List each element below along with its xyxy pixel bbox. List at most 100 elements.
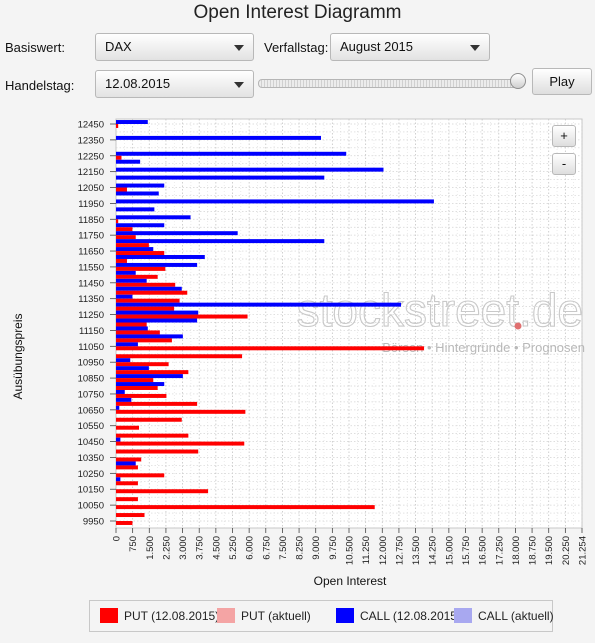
zoom-in-button[interactable]: +: [552, 125, 576, 147]
call-bar: [116, 318, 198, 323]
put-bar: [116, 306, 175, 311]
call-bar: [116, 366, 149, 371]
put-bar: [116, 386, 158, 390]
x-tick-label: 10.500: [345, 536, 356, 565]
x-tick-label: 6.750: [261, 536, 272, 560]
x-tick-label: 14.250: [428, 536, 439, 565]
put-bar: [116, 433, 189, 438]
put-bar: [116, 505, 375, 510]
put-bar: [116, 235, 136, 240]
put-bar: [116, 441, 245, 446]
call-bar: [116, 310, 199, 315]
x-tick-label: 4.500: [211, 536, 222, 560]
watermark-dot: [514, 322, 522, 330]
put-bar: [116, 338, 172, 343]
y-tick-label: 12150: [78, 167, 104, 178]
call-bar: [116, 255, 205, 259]
verfallstag-dropdown[interactable]: August 2015: [330, 33, 490, 61]
put-bar: [116, 298, 180, 303]
y-axis-title: Ausübungspreis: [11, 313, 25, 399]
put-bar: [116, 227, 133, 232]
date-slider-track[interactable]: [258, 79, 520, 88]
y-tick-label: 10650: [78, 405, 104, 416]
call-bar: [116, 389, 125, 394]
y-tick-label: 11350: [78, 294, 104, 305]
call-bar: [116, 342, 138, 347]
x-tick-label: 17.250: [494, 536, 505, 565]
call-bar: [116, 135, 322, 140]
x-tick-label: 8.250: [295, 536, 306, 560]
call-bar: [116, 302, 402, 307]
watermark-brand: stockstreet.de: [297, 284, 583, 336]
put-bar: [116, 266, 166, 271]
put-bar: [116, 322, 147, 327]
call-bar: [116, 159, 141, 164]
date-slider-thumb[interactable]: [510, 73, 526, 89]
call-bar: [116, 207, 155, 212]
open-interest-chart: stockstreet.de Börsen • Hintergründe • Pr…: [11, 118, 589, 588]
put-bar: [116, 251, 165, 256]
call-bar: [116, 286, 182, 291]
chevron-down-icon: [470, 45, 480, 51]
put-bar: [116, 258, 127, 263]
put-bar: [116, 187, 127, 192]
call-bar: [116, 215, 191, 220]
x-tick-label: 7.500: [278, 536, 289, 560]
x-tick-label: 3.000: [178, 536, 189, 560]
y-tick-label: 10350: [78, 453, 104, 464]
y-tick-label: 10450: [78, 437, 104, 448]
put-bar: [116, 124, 119, 128]
put-bar: [116, 274, 158, 279]
chart-area: stockstreet.de Börsen • Hintergründe • Pr…: [0, 108, 595, 598]
x-tick-label: 0: [112, 536, 123, 541]
y-tick-label: 12350: [78, 135, 104, 146]
put-bar: [116, 370, 189, 375]
chevron-down-icon: [234, 45, 244, 51]
x-axis-title: Open Interest: [314, 574, 387, 588]
x-tick-label: 5.250: [228, 536, 239, 560]
x-tick-label: 6.000: [245, 536, 256, 560]
call-bar: [116, 191, 159, 196]
call-bar: [116, 151, 347, 156]
x-tick-label: 18.750: [528, 536, 539, 565]
zoom-out-button[interactable]: -: [552, 153, 576, 175]
put-bar: [116, 497, 138, 502]
call-bar: [116, 397, 132, 402]
put-bar: [116, 282, 176, 287]
play-button[interactable]: Play: [532, 68, 592, 95]
put-bar: [116, 155, 122, 160]
x-tick-label: 750: [128, 536, 139, 552]
call-bar: [116, 477, 121, 482]
x-tick-label: 9.750: [328, 536, 339, 560]
basiswert-dropdown[interactable]: DAX: [95, 33, 254, 61]
x-tick-label: 12.750: [394, 536, 405, 565]
put-bar: [116, 425, 140, 430]
window-title: Open Interest Diagramm: [193, 2, 402, 23]
put-bar: [116, 330, 160, 335]
y-tick-label: 10150: [78, 485, 104, 496]
x-tick-label: 2.250: [161, 536, 172, 560]
legend-item-call-current: CALL (aktuell): [454, 608, 554, 623]
put-bar: [116, 513, 145, 518]
call-bar: [116, 270, 136, 275]
put-bar: [116, 449, 199, 454]
x-tick-label: 16.500: [478, 536, 489, 565]
put-bar: [116, 219, 119, 224]
put-bar: [116, 521, 133, 525]
legend-label: PUT (aktuell): [241, 609, 311, 623]
y-tick-label: 11150: [79, 326, 104, 337]
x-tick-label: 1.500: [145, 536, 156, 560]
call-bar: [116, 262, 198, 267]
y-tick-label: 11550: [78, 262, 104, 273]
put-bar: [116, 314, 248, 319]
legend-swatch-call: [336, 608, 354, 623]
call-bar: [116, 382, 165, 387]
y-tick-label: 11750: [78, 231, 104, 242]
basiswert-label: Basiswert:: [5, 40, 65, 55]
legend-item-put-current: PUT (aktuell): [217, 608, 311, 623]
handelstag-dropdown[interactable]: 12.08.2015: [95, 70, 254, 98]
y-tick-label: 11250: [78, 310, 104, 321]
x-tick-label: 11.250: [361, 536, 372, 564]
put-bar: [116, 346, 425, 351]
put-bar: [116, 489, 209, 494]
